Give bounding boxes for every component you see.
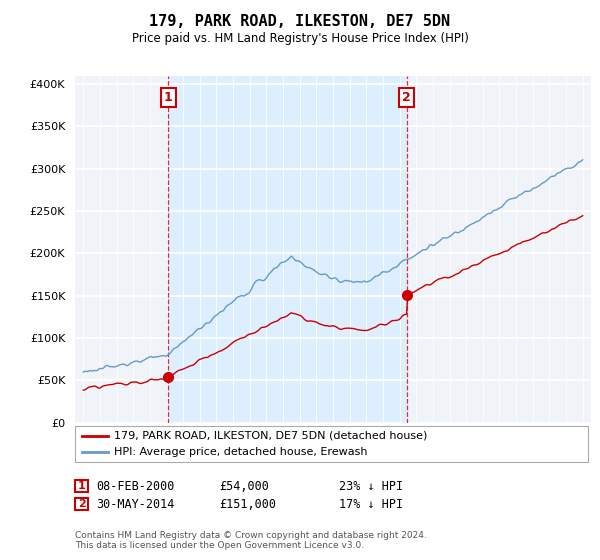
Text: £151,000: £151,000 xyxy=(219,497,276,511)
Text: 1: 1 xyxy=(164,91,173,104)
Text: 179, PARK ROAD, ILKESTON, DE7 5DN: 179, PARK ROAD, ILKESTON, DE7 5DN xyxy=(149,14,451,29)
Bar xyxy=(168,76,407,423)
Text: 17% ↓ HPI: 17% ↓ HPI xyxy=(339,497,403,511)
Text: 08-FEB-2000: 08-FEB-2000 xyxy=(96,479,175,493)
Text: HPI: Average price, detached house, Erewash: HPI: Average price, detached house, Erew… xyxy=(114,447,367,457)
Text: Price paid vs. HM Land Registry's House Price Index (HPI): Price paid vs. HM Land Registry's House … xyxy=(131,32,469,45)
Text: Contains HM Land Registry data © Crown copyright and database right 2024.
This d: Contains HM Land Registry data © Crown c… xyxy=(75,531,427,550)
Text: 179, PARK ROAD, ILKESTON, DE7 5DN (detached house): 179, PARK ROAD, ILKESTON, DE7 5DN (detac… xyxy=(114,431,427,441)
Text: 2: 2 xyxy=(78,499,85,509)
Text: 2: 2 xyxy=(402,91,411,104)
Text: £54,000: £54,000 xyxy=(219,479,269,493)
Text: 1: 1 xyxy=(78,481,85,491)
Text: 23% ↓ HPI: 23% ↓ HPI xyxy=(339,479,403,493)
Text: 30-MAY-2014: 30-MAY-2014 xyxy=(96,497,175,511)
